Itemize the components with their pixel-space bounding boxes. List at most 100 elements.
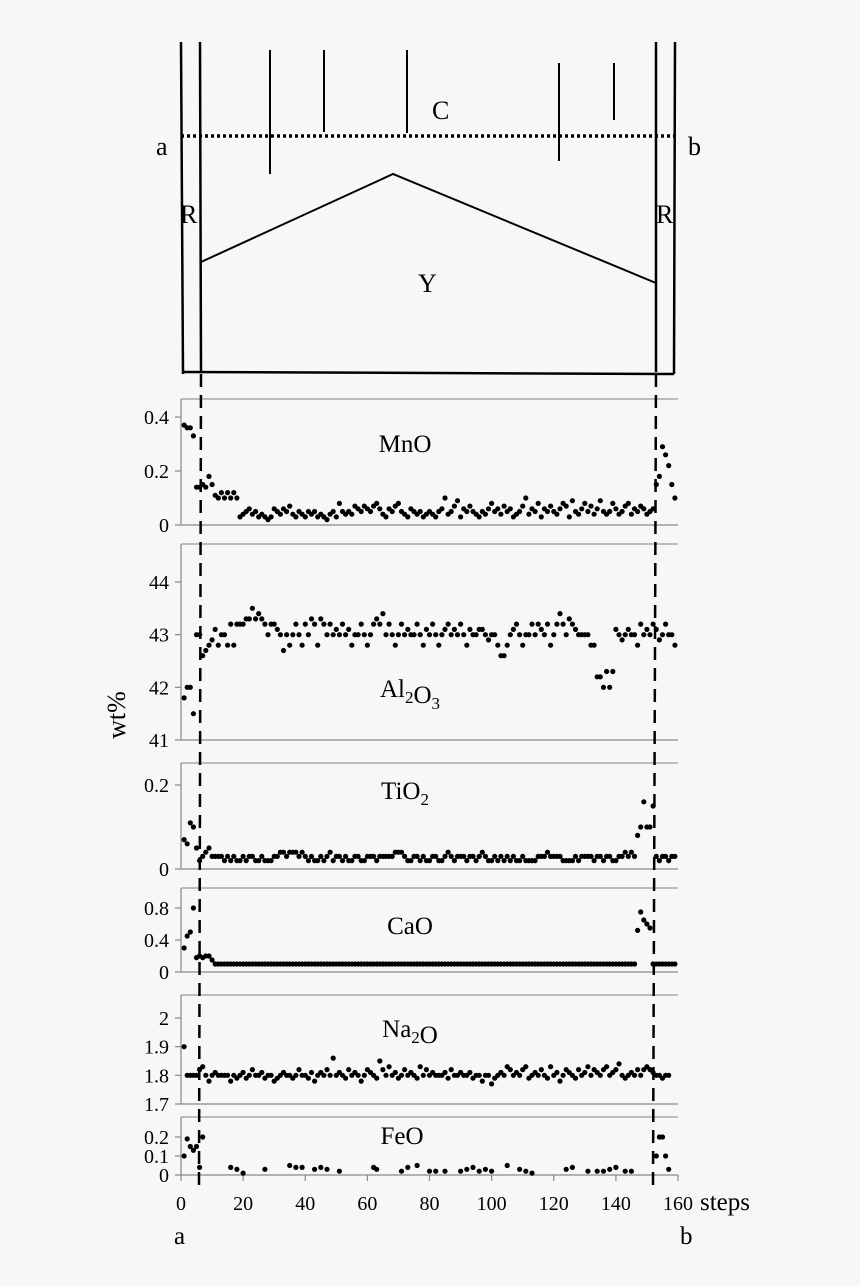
- data-point: [625, 626, 631, 633]
- data-point: [569, 1164, 576, 1170]
- data-point: [287, 1162, 293, 1169]
- data-point: [280, 647, 287, 654]
- data-point: [656, 858, 663, 864]
- data-point: [622, 632, 628, 638]
- data-point: [461, 853, 467, 860]
- data-point: [423, 626, 429, 633]
- data-point: [361, 1072, 367, 1078]
- data-point: [346, 626, 352, 633]
- data-point: [591, 858, 597, 864]
- data-point: [520, 503, 526, 509]
- data-point: [467, 626, 473, 633]
- data-point: [411, 632, 417, 638]
- panel-tio2: 0 0.2 TiO2: [144, 762, 678, 881]
- data-point: [442, 1168, 448, 1174]
- data-point: [256, 611, 262, 617]
- data-point: [414, 621, 420, 627]
- data-point: [523, 495, 529, 501]
- data-point: [268, 858, 274, 864]
- data-point: [271, 621, 277, 627]
- data-point: [246, 616, 252, 622]
- y-tick-label: 0.2: [144, 461, 169, 483]
- data-point: [302, 621, 308, 627]
- data-point: [523, 1168, 529, 1174]
- data-point: [479, 626, 485, 633]
- data-point: [414, 1075, 420, 1081]
- data-point: [560, 621, 566, 627]
- y-tick-label: 41: [149, 730, 169, 752]
- data-point: [420, 1072, 426, 1078]
- data-point: [659, 1134, 666, 1140]
- data-point: [572, 1075, 579, 1081]
- data-point: [343, 853, 349, 860]
- data-point: [610, 668, 616, 675]
- data-point: [343, 1075, 349, 1081]
- data-point: [240, 1170, 246, 1176]
- data-point: [473, 632, 479, 638]
- x-tick-label: 100: [477, 1193, 507, 1215]
- x-tick-label: 0: [176, 1193, 186, 1215]
- data-point: [507, 858, 513, 864]
- data-point: [591, 642, 597, 648]
- data-point: [302, 514, 308, 520]
- data-point: [600, 858, 607, 864]
- data-point: [349, 642, 355, 648]
- data-point: [324, 517, 330, 523]
- data-point: [318, 616, 324, 622]
- data-point: [659, 632, 666, 638]
- data-point: [380, 611, 386, 617]
- data-point: [672, 642, 678, 648]
- data-point: [569, 858, 576, 864]
- data-point: [485, 1072, 492, 1078]
- data-point: [367, 632, 374, 638]
- x-tick-label: 20: [233, 1193, 253, 1215]
- data-point: [551, 632, 557, 638]
- y-tick-label: 0.8: [144, 898, 169, 920]
- data-point: [355, 1072, 361, 1078]
- data-point: [218, 853, 224, 860]
- data-point: [324, 1166, 330, 1172]
- rim-guide-right: [651, 373, 658, 1187]
- data-point: [535, 500, 541, 506]
- data-point: [315, 858, 321, 864]
- data-point: [349, 858, 355, 864]
- data-point: [423, 1067, 429, 1073]
- data-point: [613, 858, 619, 864]
- data-point: [184, 841, 190, 847]
- data-point: [193, 1143, 200, 1150]
- y-tick-label: 0.4: [144, 930, 169, 952]
- data-point: [225, 1072, 231, 1078]
- data-point: [451, 626, 457, 633]
- data-point: [433, 853, 439, 860]
- data-point: [193, 845, 200, 851]
- data-point: [256, 858, 262, 864]
- data-point: [482, 853, 488, 860]
- data-point: [330, 1055, 336, 1061]
- data-point: [576, 511, 582, 517]
- data-point: [249, 1067, 255, 1073]
- data-point: [582, 500, 588, 506]
- x-tick-label: 80: [420, 1193, 440, 1215]
- data-point: [464, 858, 470, 864]
- data-point: [280, 849, 287, 855]
- data-point: [641, 506, 647, 512]
- data-point: [644, 626, 650, 633]
- data-point: [259, 616, 265, 622]
- data-point: [374, 1166, 380, 1172]
- data-point: [541, 853, 548, 860]
- data-point: [377, 506, 383, 512]
- data-point: [628, 849, 635, 855]
- data-point: [321, 1072, 327, 1078]
- data-point: [265, 632, 271, 638]
- data-point: [666, 858, 672, 864]
- data-point: [187, 425, 193, 431]
- data-point: [557, 853, 563, 860]
- data-point: [498, 511, 504, 517]
- data-point: [616, 1061, 622, 1067]
- y-tick-label: 42: [149, 677, 169, 699]
- panel-title: FeO: [380, 1123, 423, 1150]
- data-point: [597, 674, 603, 680]
- data-point: [619, 853, 625, 860]
- x-tick-label: 140: [601, 1193, 631, 1215]
